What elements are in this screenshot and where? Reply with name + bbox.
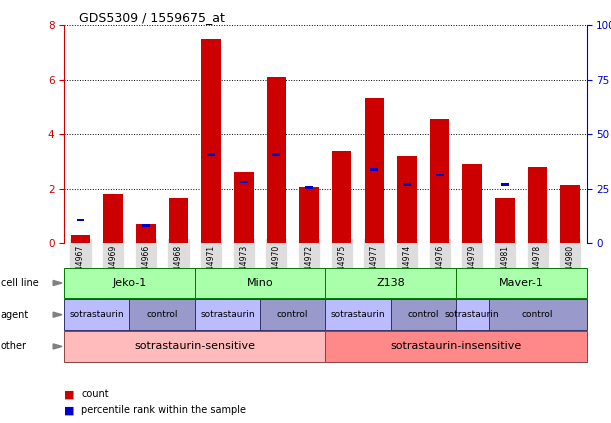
Bar	[528, 167, 547, 243]
Bar	[403, 183, 411, 186]
Text: sotrastaurin-insensitive: sotrastaurin-insensitive	[390, 341, 522, 352]
Text: count: count	[81, 389, 109, 399]
Text: control: control	[277, 310, 309, 319]
Text: sotrastaurin: sotrastaurin	[331, 310, 386, 319]
Text: control: control	[522, 310, 554, 319]
Bar	[365, 98, 384, 243]
Text: cell line: cell line	[1, 278, 38, 288]
Text: control: control	[408, 310, 439, 319]
Text: sotrastaurin: sotrastaurin	[70, 310, 124, 319]
Bar	[397, 156, 417, 243]
Text: control: control	[147, 310, 178, 319]
Bar	[430, 119, 450, 243]
Bar	[560, 185, 580, 243]
Bar	[501, 183, 509, 186]
Bar	[240, 181, 247, 184]
Bar	[136, 224, 156, 243]
Bar	[266, 77, 286, 243]
Bar	[299, 187, 319, 243]
Text: GDS5309 / 1559675_at: GDS5309 / 1559675_at	[79, 11, 225, 24]
Bar	[169, 198, 188, 243]
Bar	[495, 198, 514, 243]
Bar	[71, 235, 90, 243]
Bar	[142, 224, 150, 227]
Bar	[436, 174, 444, 176]
Bar	[234, 173, 254, 243]
Text: sotrastaurin: sotrastaurin	[445, 310, 500, 319]
Text: agent: agent	[1, 310, 29, 320]
Bar	[273, 154, 280, 156]
Bar	[370, 168, 378, 171]
Text: sotrastaurin-sensitive: sotrastaurin-sensitive	[134, 341, 255, 352]
Bar	[76, 219, 84, 222]
Bar	[103, 194, 123, 243]
Text: Jeko-1: Jeko-1	[112, 278, 147, 288]
Text: Maver-1: Maver-1	[499, 278, 544, 288]
Bar	[463, 164, 482, 243]
Text: percentile rank within the sample: percentile rank within the sample	[81, 405, 246, 415]
Bar	[201, 39, 221, 243]
Text: sotrastaurin: sotrastaurin	[200, 310, 255, 319]
Bar	[207, 154, 215, 156]
Text: Z138: Z138	[376, 278, 405, 288]
Text: Mino: Mino	[247, 278, 273, 288]
Text: other: other	[1, 341, 27, 352]
Bar	[305, 186, 313, 189]
Text: ■: ■	[64, 389, 75, 399]
Bar	[332, 151, 351, 243]
Text: ■: ■	[64, 405, 75, 415]
